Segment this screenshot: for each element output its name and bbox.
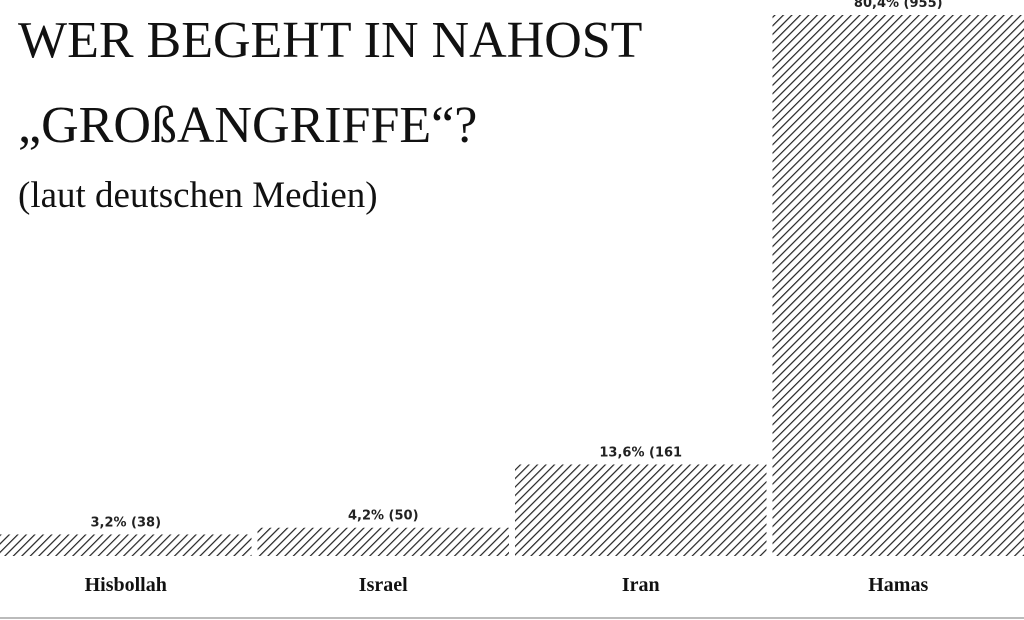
x-tick-label: Hamas bbox=[868, 574, 928, 596]
value-label: 3,2% (38) bbox=[90, 515, 161, 530]
value-label: 80,4% (955) bbox=[854, 0, 943, 11]
chart-subtitle: (laut deutschen Medien) bbox=[18, 175, 378, 216]
x-tick-label: Iran bbox=[622, 574, 660, 596]
x-tick-label: Israel bbox=[359, 574, 408, 596]
bar bbox=[0, 534, 252, 556]
chart-title-line: WER BEGEHT IN NAHOST bbox=[18, 12, 642, 69]
value-label: 13,6% (161 bbox=[599, 445, 682, 460]
x-tick-label: Hisbollah bbox=[85, 574, 167, 596]
chart-title-line: „GROßANGRIFFE“? bbox=[18, 97, 477, 154]
bar bbox=[772, 15, 1024, 556]
bar bbox=[257, 527, 509, 556]
bar bbox=[515, 464, 767, 556]
value-label: 4,2% (50) bbox=[348, 509, 419, 524]
